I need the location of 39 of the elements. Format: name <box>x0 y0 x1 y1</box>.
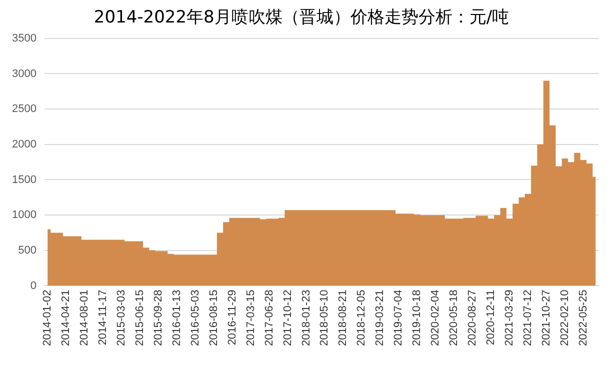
x-tick-label: 2014-01-02 <box>42 290 54 346</box>
x-tick-label: 2015-03-03 <box>115 290 128 346</box>
x-tick-label: 2016-11-29 <box>226 290 238 346</box>
y-tick-label: 2500 <box>12 103 36 116</box>
x-tick-label: 2020-12-11 <box>485 290 498 346</box>
x-tick-label: 2021-03-29 <box>504 290 516 346</box>
x-tick-label: 2014-08-01 <box>78 290 91 346</box>
x-tick-label: 2015-06-15 <box>134 290 146 346</box>
chart-title: 2014-2022年8月喷吹煤（晋城）价格走势分析：元/吨 <box>94 8 510 28</box>
x-tick-label: 2016-01-13 <box>170 290 183 346</box>
y-tick-label: 500 <box>18 244 36 256</box>
y-tick-label: 1500 <box>12 174 36 186</box>
x-tick-label: 2018-12-05 <box>356 290 368 346</box>
x-tick-label: 2019-07-04 <box>392 290 405 346</box>
x-tick-label: 2022-02-10 <box>558 290 571 346</box>
x-tick-label: 2014-11-17 <box>97 290 110 346</box>
x-tick-label: 2021-07-12 <box>522 290 534 346</box>
x-tick-label: 2019-03-21 <box>374 290 386 346</box>
x-tick-label: 2021-10-27 <box>540 290 552 346</box>
x-tick-label: 2018-01-23 <box>300 290 312 346</box>
x-tick-label: 2018-08-21 <box>337 290 350 346</box>
x-tick-label: 2020-08-27 <box>466 290 479 346</box>
x-tick-label: 2016-05-03 <box>189 290 202 346</box>
x-tick-label: 2017-06-28 <box>263 290 276 346</box>
x-tick-label: 2019-10-18 <box>411 290 424 346</box>
x-tick-label: 2022-05-25 <box>577 290 590 346</box>
x-tick-label: 2015-09-28 <box>152 290 164 346</box>
x-tick-label: 2020-05-18 <box>448 290 460 346</box>
y-tick-label: 1000 <box>12 209 36 222</box>
x-tick-label: 2014-04-21 <box>60 290 72 346</box>
y-tick-label: 0 <box>30 280 36 292</box>
x-tick-label: 2017-10-12 <box>282 290 294 346</box>
y-tick-label: 2000 <box>12 138 36 150</box>
x-tick-label: 2017-03-15 <box>244 290 257 346</box>
y-tick-label: 3500 <box>12 32 36 44</box>
x-tick-label: 2020-02-04 <box>430 290 442 346</box>
x-tick-label: 2016-08-15 <box>208 290 220 346</box>
x-tick-label: 2018-05-10 <box>318 290 331 346</box>
y-tick-label: 3000 <box>12 68 36 80</box>
